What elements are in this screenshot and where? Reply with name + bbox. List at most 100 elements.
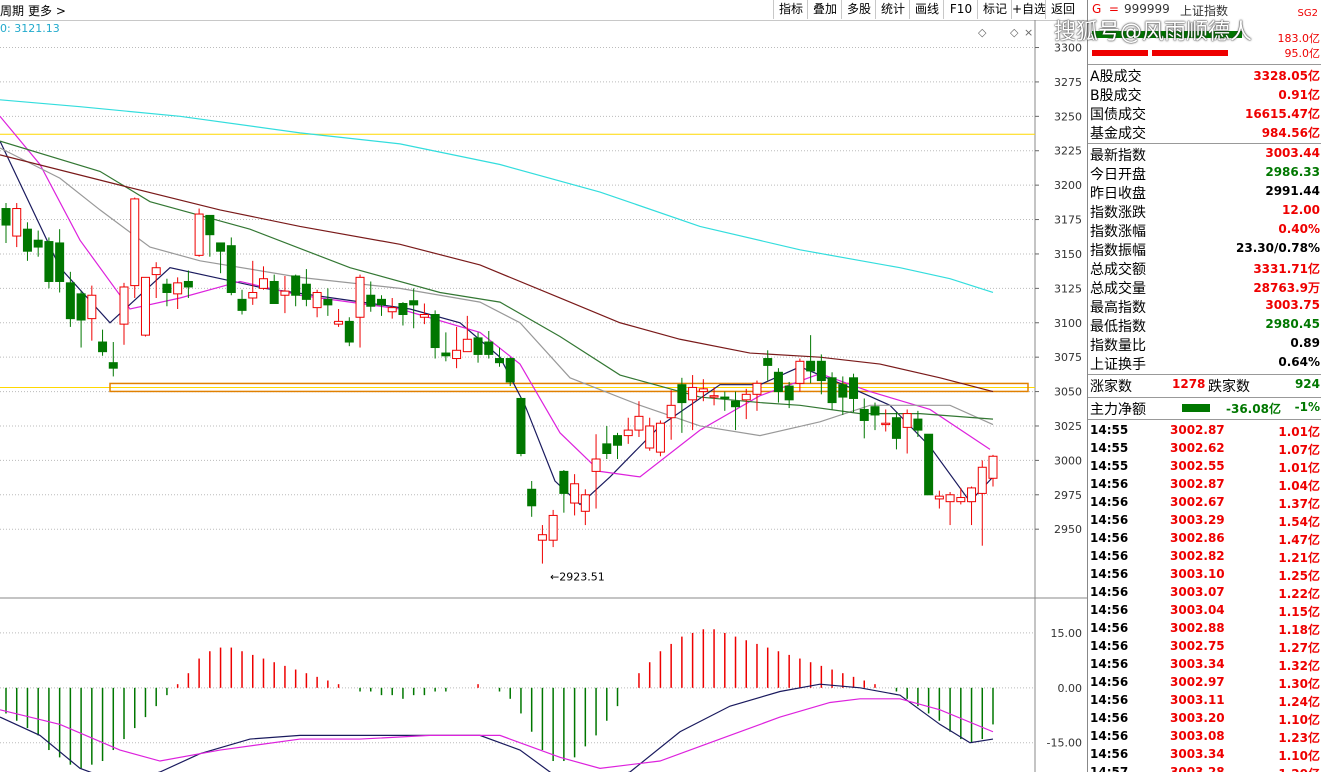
candle-body [194, 213, 204, 256]
tick-time: 14:56 [1090, 729, 1129, 743]
stat-label: 总成交量 [1090, 281, 1146, 297]
tick-time: 14:56 [1090, 621, 1129, 635]
stat-value: 0.40% [1278, 222, 1320, 236]
netflow-label: 主力净额 [1090, 402, 1146, 418]
tick-row: 14:56 3002.97 1.30亿 [1088, 674, 1321, 692]
candle-body [248, 291, 258, 299]
price-tick-label: 3150 [1054, 248, 1082, 261]
tick-amount: 1.01亿 [1278, 425, 1320, 439]
tick-row: 14:56 3002.75 1.27亿 [1088, 638, 1321, 656]
netflow-value: -36.08亿 [1226, 402, 1281, 416]
candle-body [441, 352, 451, 357]
stats-red-bar-1 [1092, 50, 1148, 56]
tick-price: 3002.87 [1170, 423, 1225, 437]
macd-tick-label: -15.00 [1047, 737, 1082, 750]
stat-value: 12.00 [1282, 203, 1320, 217]
tick-time: 14:56 [1090, 657, 1129, 671]
tick-amount: 1.54亿 [1278, 515, 1320, 529]
stats-divider [1088, 397, 1321, 398]
chart-toolbar: 周期 更多 > 指标 叠加 多股 统计 画线 F10 标记 +自选 返回 [0, 0, 1087, 21]
stat-label: B股成交 [1090, 88, 1142, 104]
toolbar-button-8[interactable]: 返回 [1045, 0, 1080, 19]
tick-row: 14:56 3003.08 1.23亿 [1088, 728, 1321, 746]
tick-price: 3003.20 [1170, 711, 1225, 725]
tick-row: 14:56 3003.29 1.54亿 [1088, 512, 1321, 530]
tick-row: 14:56 3002.67 1.37亿 [1088, 494, 1321, 512]
stat-row: 指数涨幅 0.40% [1088, 221, 1321, 240]
candle-body [956, 497, 966, 503]
stat-label: 基金成交 [1090, 126, 1146, 142]
candle-body [151, 267, 161, 276]
candle-body [258, 278, 268, 289]
stock-code: G = [1092, 2, 1119, 16]
toolbar-button-2[interactable]: 多股 [841, 0, 876, 19]
stat-row: 总成交量 28763.9万 [1088, 278, 1321, 297]
stat-label: 指数涨跌 [1090, 205, 1146, 221]
tick-amount: 1.37亿 [1278, 497, 1320, 511]
candle-body [934, 495, 944, 500]
stock-tag: SG2 [1297, 8, 1318, 19]
candle-body [795, 360, 805, 384]
candle-body [677, 384, 687, 404]
candle-body [33, 239, 43, 248]
tick-price: 3002.97 [1170, 675, 1225, 689]
macd-line [0, 698, 994, 769]
candle-body [698, 388, 708, 393]
down-label: 跌家数 [1208, 379, 1250, 395]
macd-tick-label: 15.00 [1051, 627, 1083, 640]
stat-row: 昨日收盘 2991.44 [1088, 183, 1321, 202]
candle-body [173, 282, 183, 295]
candle-body [870, 406, 880, 416]
candle-body [559, 470, 569, 494]
stat-value: 2991.44 [1265, 184, 1320, 198]
candle-body [301, 283, 311, 300]
toolbar-button-3[interactable]: 统计 [875, 0, 910, 19]
price-tick-label: 3275 [1054, 76, 1082, 89]
stat-value: 23.30/0.78% [1236, 241, 1320, 255]
tick-time: 14:56 [1090, 549, 1129, 563]
candle-body [409, 300, 419, 306]
toolbar-button-1[interactable]: 叠加 [807, 0, 842, 19]
candle-body [462, 338, 472, 353]
candle-body [130, 198, 140, 287]
more-menu[interactable]: 更多 > [28, 4, 66, 18]
tick-amount: 1.25亿 [1278, 569, 1320, 583]
tick-row: 14:56 3002.82 1.21亿 [1088, 548, 1321, 566]
tick-amount: 1.22亿 [1278, 587, 1320, 601]
tick-amount: 1.10亿 [1278, 713, 1320, 727]
tick-row: 14:56 3002.86 1.47亿 [1088, 530, 1321, 548]
toolbar-button-4[interactable]: 画线 [909, 0, 944, 19]
candle-body [591, 458, 601, 472]
candle-body [784, 385, 794, 401]
tick-time: 14:56 [1090, 495, 1129, 509]
tick-price: 3002.82 [1170, 549, 1225, 563]
candle-body [902, 413, 912, 428]
tick-row: 14:56 3003.34 1.32亿 [1088, 656, 1321, 674]
candle-body [773, 371, 783, 393]
candle-body [87, 294, 97, 320]
candle-body [65, 282, 75, 320]
candle-body [602, 443, 612, 455]
tick-time: 14:56 [1090, 585, 1129, 599]
candle-body [977, 466, 987, 494]
up-label: 涨家数 [1090, 379, 1132, 395]
tick-amount: 1.04亿 [1278, 479, 1320, 493]
toolbar-button-5[interactable]: F10 [943, 0, 978, 19]
candle-body [623, 429, 633, 437]
price-tick-label: 3125 [1054, 282, 1082, 295]
candle-body [537, 534, 547, 541]
period-menu[interactable]: 周期 [0, 4, 25, 18]
stats-divider [1088, 64, 1321, 65]
stat-label: 最高指数 [1090, 300, 1146, 316]
stat-label: 指数量比 [1090, 338, 1146, 354]
tick-price: 3002.88 [1170, 621, 1225, 635]
toolbar-button-7[interactable]: +自选 [1011, 0, 1046, 19]
tick-row: 14:55 3002.55 1.01亿 [1088, 458, 1321, 476]
price-tick-label: 3200 [1054, 179, 1082, 192]
toolbar-button-0[interactable]: 指标 [773, 0, 808, 19]
tick-price: 3002.86 [1170, 531, 1225, 545]
toolbar-button-6[interactable]: 标记 [977, 0, 1012, 19]
stat-label: 今日开盘 [1090, 167, 1146, 183]
stat-label: 指数涨幅 [1090, 224, 1146, 240]
kline-chart[interactable]: 3300 3275 3250 3225 3200 3175 3150 3125 3100 3075… [0, 20, 1087, 772]
